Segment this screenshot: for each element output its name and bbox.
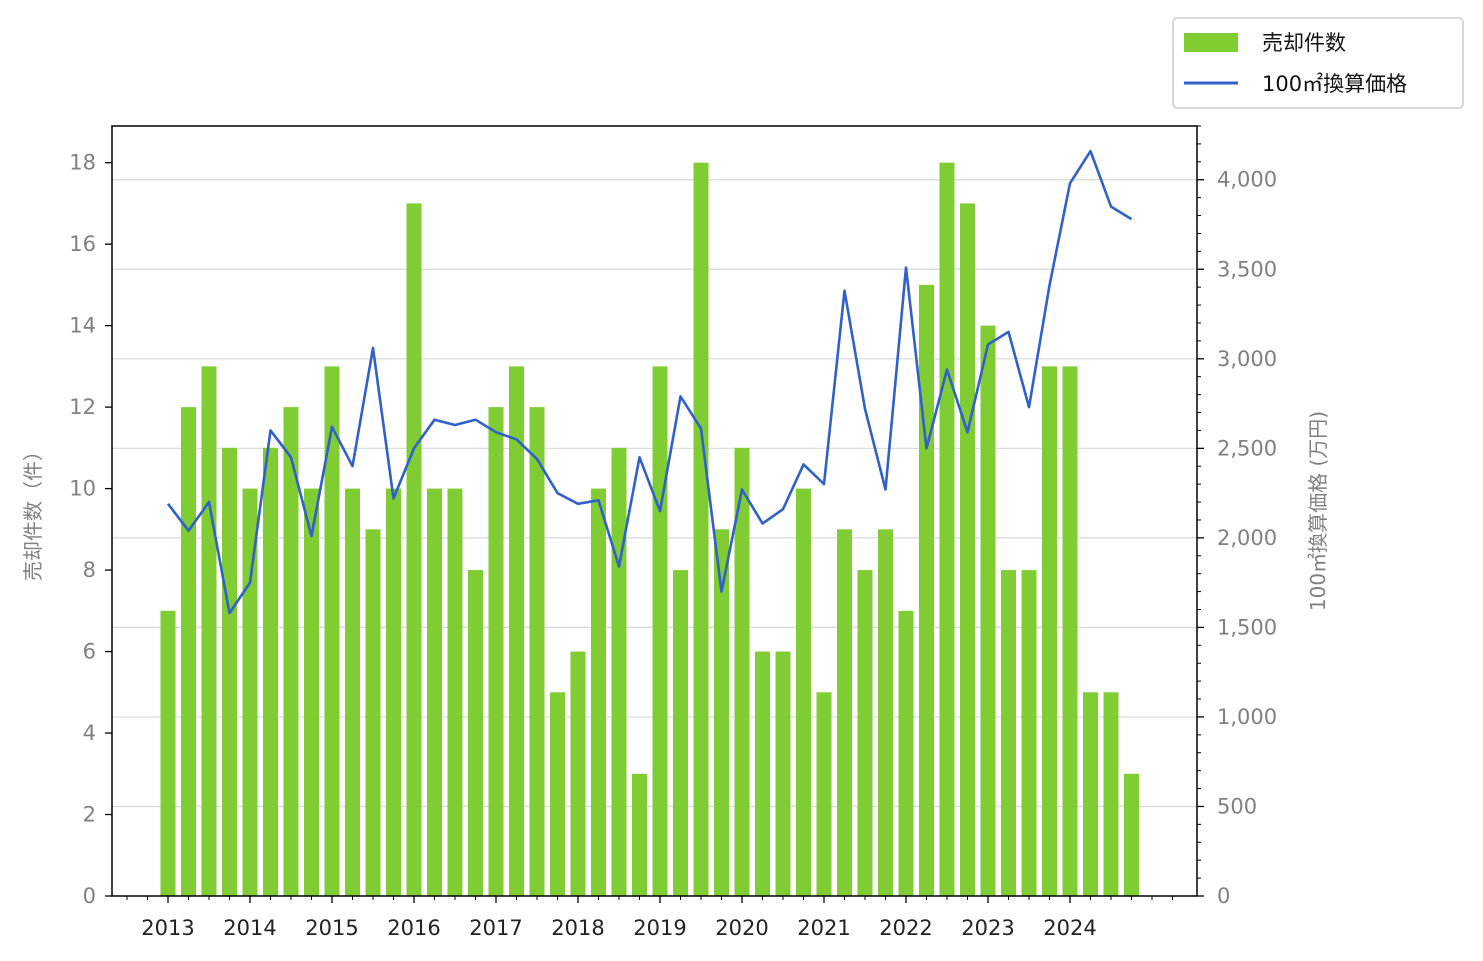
right-tick-label: 500 — [1217, 794, 1257, 818]
bar — [816, 692, 832, 896]
left-tick-label: 16 — [69, 232, 96, 256]
right-tick-label: 3,000 — [1217, 347, 1277, 371]
bar — [201, 366, 217, 896]
plot-frame — [111, 125, 1198, 897]
bar — [222, 447, 237, 896]
left-tick-label: 12 — [69, 395, 96, 419]
x-tick-label: 2013 — [141, 916, 194, 940]
bar — [1103, 692, 1119, 896]
right-tick-label: 1,000 — [1217, 705, 1277, 729]
right-tick-label: 2,000 — [1217, 526, 1277, 550]
right-tick-label: 4,000 — [1217, 168, 1277, 192]
bar — [283, 407, 299, 896]
bar — [652, 366, 668, 896]
bar — [898, 610, 914, 896]
x-tick-label: 2022 — [879, 916, 932, 940]
legend-label-bar: 売却件数 — [1262, 31, 1346, 55]
bar — [488, 407, 504, 896]
left-tick-label: 6 — [83, 640, 96, 664]
bar — [529, 407, 545, 896]
price-line — [166, 149, 1133, 615]
left-tick-label: 18 — [69, 151, 96, 175]
legend-label-line: 100㎡換算価格 — [1262, 72, 1407, 96]
bar — [591, 488, 606, 896]
x-tick-label: 2020 — [715, 916, 768, 940]
bar — [857, 570, 873, 896]
bar — [939, 162, 955, 896]
bar — [160, 610, 176, 896]
bar — [304, 488, 319, 896]
x-tick-label: 2016 — [387, 916, 440, 940]
legend: 売却件数 100㎡換算価格 — [1172, 17, 1464, 109]
line-series — [166, 149, 1133, 615]
bar — [960, 203, 975, 896]
bar — [550, 692, 565, 896]
bar — [673, 570, 688, 896]
x-tick-label: 2018 — [551, 916, 604, 940]
bar — [509, 366, 524, 896]
bar — [406, 203, 422, 896]
bar — [324, 366, 340, 896]
bar — [386, 488, 401, 896]
bar — [980, 325, 996, 896]
x-axis-ticks: 2013 2014 2015 2016 2017 2018 2019 2020 2021 2022… — [126, 896, 1173, 940]
right-axis-title: 100㎡換算価格 (万円) — [1306, 411, 1330, 611]
bar — [775, 651, 791, 896]
right-tick-label: 0 — [1217, 884, 1230, 908]
legend-swatch-bar — [1184, 33, 1238, 52]
bar — [1042, 366, 1057, 896]
right-tick-label: 1,500 — [1217, 615, 1277, 639]
bar — [714, 529, 729, 896]
left-tick-label: 14 — [69, 314, 96, 338]
x-tick-label: 2019 — [633, 916, 686, 940]
bar — [263, 447, 278, 896]
bar — [796, 488, 811, 896]
bar — [837, 529, 852, 896]
bar — [611, 447, 627, 896]
left-tick-label: 4 — [83, 721, 96, 745]
bar — [1083, 692, 1098, 896]
left-axis-title: 売却件数（件） — [21, 441, 45, 581]
bar — [734, 447, 750, 896]
right-tick-label: 2,500 — [1217, 436, 1277, 460]
left-tick-label: 2 — [83, 803, 96, 827]
x-tick-label: 2024 — [1043, 916, 1096, 940]
right-tick-label: 3,500 — [1217, 257, 1277, 281]
bar — [447, 488, 463, 896]
x-tick-label: 2015 — [305, 916, 358, 940]
bar — [427, 488, 442, 896]
bar — [468, 570, 483, 896]
x-tick-label: 2014 — [223, 916, 276, 940]
bar — [365, 529, 381, 896]
bar — [570, 651, 586, 896]
legend-box — [1172, 17, 1464, 109]
left-tick-label: 10 — [69, 477, 96, 501]
bar — [345, 488, 360, 896]
bar — [919, 284, 934, 896]
right-axis-ticks: 0 500 1,000 1,500 2,000 2,500 3,000 3,500 4,000 — [1197, 125, 1277, 908]
bar — [878, 529, 893, 896]
left-tick-label: 0 — [83, 884, 96, 908]
left-tick-label: 8 — [83, 558, 96, 582]
left-axis-ticks: 0 2 4 6 8 10 12 14 16 18 — [69, 151, 112, 908]
bar — [755, 651, 770, 896]
bar — [1062, 366, 1078, 896]
bar — [1021, 570, 1037, 896]
bar — [181, 407, 196, 896]
x-tick-label: 2017 — [469, 916, 522, 940]
bar — [693, 162, 709, 896]
bar — [1124, 773, 1139, 896]
bar — [1001, 570, 1016, 896]
x-tick-label: 2021 — [797, 916, 850, 940]
bar — [632, 773, 647, 896]
x-tick-label: 2023 — [961, 916, 1014, 940]
bars — [160, 162, 1139, 896]
